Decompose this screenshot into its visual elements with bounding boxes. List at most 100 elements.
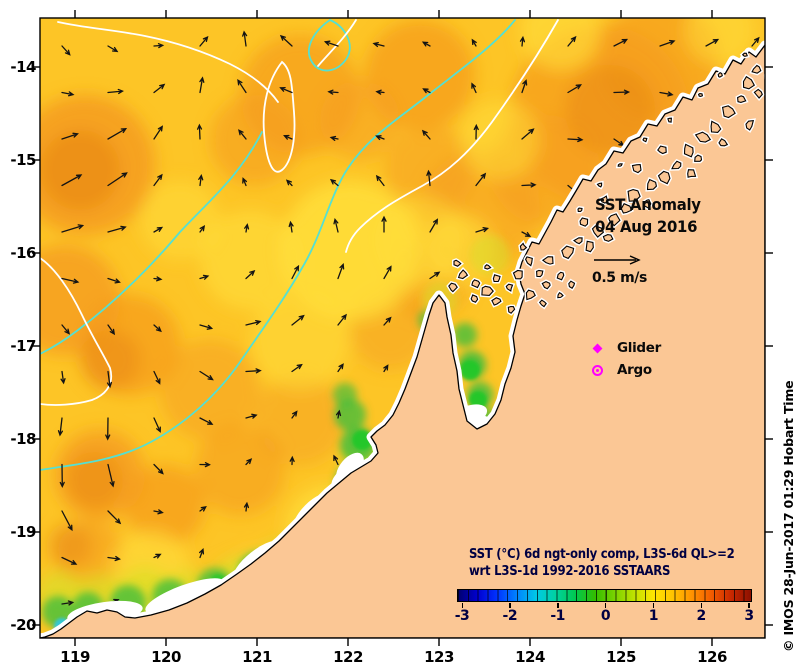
y-axis-tick-label: -15 xyxy=(10,151,36,169)
x-axis-tick-label: 120 xyxy=(151,648,181,666)
y-axis-tick-label: -18 xyxy=(10,430,36,448)
y-axis-tick-label: -14 xyxy=(10,58,36,76)
island xyxy=(737,95,747,103)
plot-frame xyxy=(39,17,766,639)
velocity-scale-label: 0.5 m/s xyxy=(592,270,647,286)
colorbar-tick xyxy=(700,603,703,608)
colorbar-tick-label: -2 xyxy=(502,608,518,624)
y-axis-tick-label: -20 xyxy=(10,616,36,634)
y-axis-tick-label: -19 xyxy=(10,523,36,541)
island xyxy=(457,269,469,280)
island xyxy=(602,234,614,242)
x-axis-tick-label: 121 xyxy=(242,648,272,666)
island xyxy=(694,131,712,143)
colorbar-tick xyxy=(652,603,655,608)
velocity-scale-arrow xyxy=(594,255,641,265)
colorbar: -3 -2 -1 0 1 2 3 xyxy=(455,589,754,625)
island xyxy=(557,291,564,299)
island xyxy=(671,160,682,170)
colorbar-tick-label: 3 xyxy=(744,608,754,624)
imos-watermark: © IMOS 28-Jun-2017 01:29 Hobart Time xyxy=(781,380,796,652)
island xyxy=(470,294,479,303)
colorbar-tick-label: 0 xyxy=(600,608,611,624)
island xyxy=(742,75,756,90)
island xyxy=(741,52,748,57)
island xyxy=(505,283,514,292)
island xyxy=(538,299,547,308)
island xyxy=(491,297,502,306)
sst-contours-white xyxy=(40,19,559,406)
island xyxy=(561,245,575,260)
colorbar-gradient xyxy=(457,589,752,602)
current-vector-field xyxy=(57,30,760,606)
island xyxy=(697,93,704,97)
island xyxy=(657,170,671,185)
island xyxy=(694,154,703,162)
island xyxy=(524,256,533,267)
island xyxy=(572,237,583,245)
island xyxy=(579,217,589,227)
island xyxy=(620,202,633,214)
island xyxy=(617,163,623,167)
island xyxy=(577,207,583,212)
colorbar-tick-label: 2 xyxy=(696,608,707,624)
island xyxy=(507,305,516,314)
colorbar-tick-label: 1 xyxy=(648,608,659,624)
colorbar-tick-label: -3 xyxy=(454,608,470,624)
island xyxy=(745,119,755,131)
island xyxy=(766,73,772,82)
x-axis-tick-label: 126 xyxy=(697,648,727,666)
island xyxy=(525,289,536,301)
island xyxy=(627,189,641,202)
x-axis-tick-label: 124 xyxy=(515,648,545,666)
argo-label: Argo xyxy=(617,362,652,378)
island xyxy=(717,72,723,78)
glider-label: Glider xyxy=(617,340,662,356)
island xyxy=(448,282,458,293)
caption-line2: wrt L3S-1d 1992-2016 SSTAARS xyxy=(469,563,671,579)
island xyxy=(536,269,544,278)
island xyxy=(683,143,694,158)
island xyxy=(643,199,652,209)
island xyxy=(646,178,657,191)
island xyxy=(591,225,605,238)
coastal-islands xyxy=(446,50,778,316)
island xyxy=(667,117,673,123)
island xyxy=(768,50,778,59)
colorbar-tick xyxy=(604,603,607,608)
argo-marker-icon xyxy=(592,365,603,376)
island xyxy=(600,195,609,204)
island xyxy=(596,182,603,188)
axis-ticks xyxy=(32,10,773,646)
colorbar-tick xyxy=(748,603,750,608)
map-title: SST Anomaly 04 Aug 2016 xyxy=(595,194,701,238)
colorbar-tick xyxy=(461,603,463,608)
island xyxy=(541,280,551,290)
caption-line1: SST (°C) 6d ngt-only comp, L3S-6d QL>=2 xyxy=(469,547,735,562)
island xyxy=(512,269,523,280)
island xyxy=(710,120,722,133)
island xyxy=(687,169,697,178)
island xyxy=(642,137,648,143)
island xyxy=(721,105,736,119)
island xyxy=(541,256,554,265)
colorbar-tick-label: -1 xyxy=(550,608,565,624)
island xyxy=(631,164,642,174)
y-axis-tick-label: -16 xyxy=(10,244,36,262)
island xyxy=(585,240,594,253)
island xyxy=(718,138,729,147)
x-axis-tick-label: 125 xyxy=(606,648,636,666)
x-axis-tick-label: 119 xyxy=(60,648,90,666)
colorbar-tick xyxy=(557,603,559,608)
island xyxy=(481,285,494,296)
island xyxy=(484,264,492,270)
island xyxy=(753,88,763,99)
island xyxy=(751,64,762,74)
island xyxy=(608,213,621,227)
island xyxy=(657,145,667,155)
map-title-line1: SST Anomaly xyxy=(595,195,701,214)
x-axis-tick-label: 123 xyxy=(424,648,454,666)
island xyxy=(453,259,462,267)
